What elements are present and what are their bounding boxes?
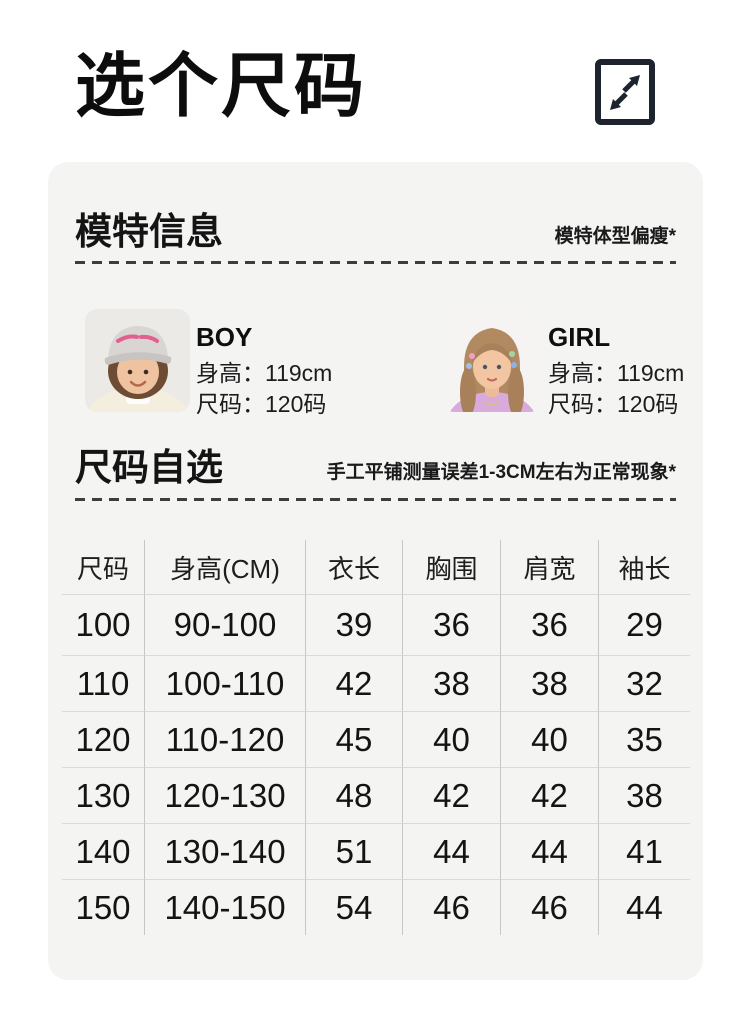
table-cell: 100: [62, 594, 144, 655]
boy-size: 尺码：120码: [196, 391, 327, 418]
table-header-cell: 衣长: [305, 540, 402, 594]
table-cell: 90-100: [144, 594, 305, 655]
table-cell: 110: [62, 655, 144, 711]
table-cell: 130-140: [144, 823, 305, 879]
table-cell: 48: [305, 767, 402, 823]
table-cell: 38: [500, 655, 598, 711]
table-cell: 38: [402, 655, 500, 711]
boy-label: BOY: [196, 322, 253, 352]
boy-height: 身高：119cm: [196, 359, 333, 386]
table-cell: 29: [598, 594, 690, 655]
girl-height: 身高：119cm: [548, 359, 685, 386]
table-cell: 120-130: [144, 767, 305, 823]
table-header-cell: 袖长: [598, 540, 690, 594]
model-info-heading: 模特信息: [75, 211, 223, 253]
table-cell: 40: [402, 711, 500, 767]
table-cell: 54: [305, 879, 402, 935]
page-title: 选个尺码: [75, 47, 367, 125]
table-cell: 36: [500, 594, 598, 655]
table-cell: 46: [402, 879, 500, 935]
girl-model-photo: [442, 309, 542, 412]
dashed-divider: [75, 498, 676, 501]
table-cell: 40: [500, 711, 598, 767]
table-cell: 39: [305, 594, 402, 655]
table-cell: 44: [598, 879, 690, 935]
table-cell: 140: [62, 823, 144, 879]
table-cell: 42: [402, 767, 500, 823]
table-cell: 46: [500, 879, 598, 935]
table-header-cell: 身高(CM): [144, 540, 305, 594]
info-card: 模特信息 模特体型偏瘦* BOY 身高：: [48, 162, 703, 980]
size-select-header: 尺码自选 手工平铺测量误差1-3CM左右为正常现象*: [75, 444, 676, 490]
girl-size: 尺码：120码: [548, 391, 679, 418]
table-cell: 44: [500, 823, 598, 879]
girl-label: GIRL: [548, 322, 611, 352]
table-cell: 42: [500, 767, 598, 823]
table-cell: 41: [598, 823, 690, 879]
boy-model-info: BOY 身高：119cm 尺码：120码: [196, 323, 332, 424]
table-cell: 140-150: [144, 879, 305, 935]
table-cell: 42: [305, 655, 402, 711]
table-cell: 110-120: [144, 711, 305, 767]
table-header-cell: 胸围: [402, 540, 500, 594]
table-cell: 32: [598, 655, 690, 711]
table-header-cell: 尺码: [76, 553, 129, 584]
expand-icon[interactable]: [594, 58, 656, 126]
boy-model-photo: [85, 309, 190, 412]
size-table: 尺码 身高(CM) 衣长 胸围 肩宽 袖长 100 90-100 39 36 36 29 110 100-…: [62, 540, 690, 935]
table-cell: 130: [62, 767, 144, 823]
size-select-note: 手工平铺测量误差1-3CM左右为正常现象*: [326, 462, 676, 484]
size-select-heading: 尺码自选: [75, 447, 223, 489]
table-cell: 51: [305, 823, 402, 879]
table-cell: 35: [598, 711, 690, 767]
table-header-cell: 肩宽: [500, 540, 598, 594]
model-info-note: 模特体型偏瘦*: [554, 226, 676, 248]
table-cell: 100-110: [144, 655, 305, 711]
model-info-header: 模特信息 模特体型偏瘦*: [75, 202, 676, 254]
table-cell: 150: [62, 879, 144, 935]
table-cell: 44: [402, 823, 500, 879]
table-cell: 36: [402, 594, 500, 655]
girl-model-info: GIRL 身高：119cm 尺码：120码: [548, 323, 684, 424]
dashed-divider: [75, 261, 676, 264]
table-cell: 45: [305, 711, 402, 767]
table-cell: 38: [598, 767, 690, 823]
table-cell: 120: [62, 711, 144, 767]
